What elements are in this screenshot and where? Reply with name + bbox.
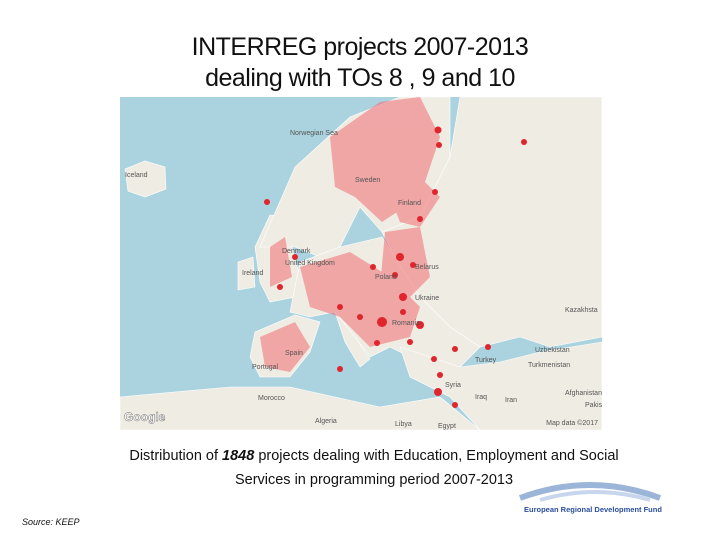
map-label: Syria: [445, 382, 461, 389]
title-line: dealing with TOs 8 , 9 and 10: [205, 64, 515, 92]
map-label: Sweden: [355, 177, 380, 184]
map-label: United Kingdom: [285, 260, 335, 267]
project-markers: [264, 126, 527, 408]
map-label: Turkmenistan: [528, 362, 570, 369]
map-label: Poland: [375, 274, 397, 281]
map-label: Norwegian Sea: [290, 130, 338, 137]
map-label: Ukraine: [415, 295, 439, 302]
map-label: Denmark: [282, 248, 311, 255]
project-count: 1848: [222, 448, 255, 464]
source: Source: KEEP: [22, 517, 80, 527]
map-label: Pakist: [585, 402, 602, 409]
map-label: Turkey: [475, 357, 497, 364]
attribution: Map data ©2017: [546, 419, 598, 427]
map-label: Romania: [392, 320, 420, 327]
map-label: Belarus: [415, 264, 439, 271]
map-label: Spain: [285, 350, 303, 357]
map-label: Kazakhsta: [565, 307, 598, 314]
logo-arc: [539, 490, 651, 502]
map-label: Finland: [398, 200, 421, 207]
map-label: Afghanistan: [565, 390, 602, 397]
map-label: Algeria: [315, 418, 337, 425]
caption: Services in programming period 2007-2013: [234, 472, 514, 488]
provider-logo: Google: [124, 410, 166, 424]
map-label: Iraq: [475, 394, 487, 401]
project-density: [260, 97, 440, 372]
title-line: INTERREG projects 2007-2013: [191, 33, 529, 61]
logo-text: European Regional Development Fund: [524, 505, 662, 514]
map-label: Egypt: [438, 423, 456, 430]
caption-text: Distribution of: [129, 448, 223, 464]
caption: Distribution of 1848 projects dealing wi…: [40, 448, 708, 464]
map-label: Iran: [505, 397, 517, 404]
caption-text: projects dealing with Education, Employm…: [254, 448, 619, 464]
map-label: Libya: [395, 421, 412, 428]
map-label: Morocco: [258, 395, 285, 402]
map-label: Portugal: [252, 364, 279, 371]
map-label: Uzbekistan: [535, 347, 570, 354]
map-label: Iceland: [125, 172, 148, 179]
map: Norwegian Sea Iceland Sweden Finland United …: [120, 97, 602, 430]
map-label: Ireland: [242, 270, 264, 277]
logo-arc: [518, 482, 662, 501]
erdf-logo: European Regional Development Fund: [518, 482, 662, 514]
